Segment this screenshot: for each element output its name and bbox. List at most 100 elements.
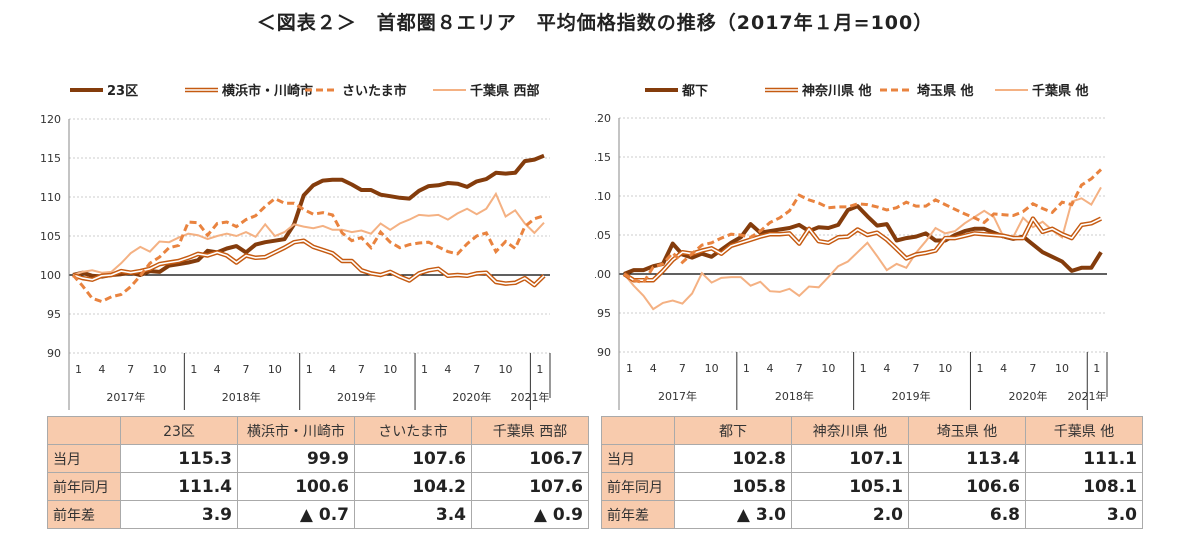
corner-cell: [601, 416, 675, 445]
value-cell: 106.6: [908, 472, 1026, 501]
y-tick-label: 95: [597, 307, 611, 320]
value-cell: 99.9: [237, 444, 355, 473]
figure-title: ＜図表２＞ 首都圏８エリア 平均価格指数の推移（2017年１月=100）: [256, 12, 934, 34]
table-header-row: 23区 横浜市・川崎市 さいたま市 千葉県 西部: [47, 416, 589, 445]
y-tick-label: 95: [47, 308, 61, 321]
legend-label: 横浜市・川崎市: [222, 83, 313, 99]
x-tick-label: 10: [1055, 362, 1069, 375]
value-cell: 107.6: [354, 444, 472, 473]
y-tick-label: 100: [595, 268, 611, 281]
series-line-2: [622, 216, 1102, 283]
value-cell: 107.6: [471, 472, 589, 501]
row-label: 当月: [601, 444, 675, 473]
y-tick-label: 110: [40, 191, 61, 204]
x-tick-label: 4: [444, 363, 451, 376]
x-tick-label: 10: [499, 363, 513, 376]
x-tick-label: 7: [243, 363, 250, 376]
column-header: 埼玉県 他: [908, 416, 1026, 445]
table-row: 前年差 ▲ 3.0 2.0 6.8 3.0: [601, 500, 1143, 529]
x-tick-label: 1: [743, 362, 750, 375]
x-tick-label: 7: [796, 362, 803, 375]
legend-label: 千葉県 西部: [470, 83, 540, 99]
table-row: 前年同月 111.4 100.6 104.2 107.6: [47, 472, 589, 501]
table-row: 当月 102.8 107.1 113.4 111.1: [601, 444, 1143, 473]
value-cell: 106.7: [471, 444, 589, 473]
column-header: 千葉県 他: [1025, 416, 1143, 445]
right-summary-table: 都下 神奈川県 他埼玉県 他千葉県 他当月 102.8 107.1 113.4 111.1…: [601, 416, 1143, 529]
x-tick-label: 7: [127, 363, 134, 376]
x-tick-label: 1: [626, 362, 633, 375]
year-label: 2017年: [658, 389, 697, 403]
value-cell: ▲ 0.7: [237, 500, 355, 529]
legend-label: 都下: [681, 83, 708, 99]
series-line-4: [623, 186, 1102, 311]
x-tick-label: 10: [705, 362, 719, 375]
y-tick-label: 105: [595, 229, 611, 242]
row-label: 前年差: [601, 500, 675, 529]
value-cell: 108.1: [1025, 472, 1143, 501]
x-tick-label: 7: [473, 363, 480, 376]
x-tick-label: 1: [860, 362, 867, 375]
y-tick-label: 110: [595, 190, 611, 203]
legend-label: さいたま市: [342, 83, 407, 99]
value-cell: 111.1: [1025, 444, 1143, 473]
value-cell: 105.8: [674, 472, 792, 501]
year-label: 2017年: [106, 390, 145, 404]
row-label: 前年差: [47, 500, 121, 529]
y-tick-label: 100: [40, 269, 61, 282]
value-cell: ▲ 3.0: [674, 500, 792, 529]
x-tick-label: 7: [1029, 362, 1036, 375]
table-row: 当月 115.3 99.9 107.6 106.7: [47, 444, 589, 473]
value-cell: 2.0: [791, 500, 909, 529]
column-header: 23区: [120, 416, 238, 445]
x-tick-label: 4: [883, 362, 890, 375]
value-cell: 102.8: [674, 444, 792, 473]
row-label: 当月: [47, 444, 121, 473]
series-line-2: [72, 238, 546, 288]
value-cell: 111.4: [120, 472, 238, 501]
y-tick-label: 120: [40, 113, 61, 126]
value-cell: 100.6: [237, 472, 355, 501]
year-label: 2021年: [511, 390, 550, 404]
x-tick-label: 10: [938, 362, 952, 375]
x-tick-label: 10: [268, 363, 282, 376]
series-line-4: [72, 191, 545, 276]
x-tick-label: 4: [214, 363, 221, 376]
year-label: 2020年: [1008, 389, 1047, 403]
legend-label: 23区: [107, 84, 138, 99]
value-cell: 3.0: [1025, 500, 1143, 529]
table-row: 前年差 3.9 ▲ 0.7 3.4 ▲ 0.9: [47, 500, 589, 529]
value-cell: 105.1: [791, 472, 909, 501]
table-header-row: 都下 神奈川県 他埼玉県 他千葉県 他: [601, 416, 1143, 445]
y-tick-label: 115: [40, 152, 61, 165]
series-line-1: [623, 204, 1103, 276]
x-tick-label: 1: [421, 363, 428, 376]
year-label: 2019年: [892, 389, 931, 403]
column-header: 横浜市・川崎市: [237, 416, 355, 445]
row-label: 前年同月: [601, 472, 675, 501]
x-tick-label: 1: [976, 362, 983, 375]
x-tick-label: 10: [821, 362, 835, 375]
x-tick-label: 1: [75, 363, 82, 376]
value-cell: 113.4: [908, 444, 1026, 473]
series-line-1: [72, 153, 545, 279]
x-tick-label: 4: [98, 363, 105, 376]
value-cell: 6.8: [908, 500, 1026, 529]
series-line-3: [71, 196, 545, 304]
legend-label: 神奈川県 他: [802, 83, 872, 99]
value-cell: 3.4: [354, 500, 472, 529]
x-tick-label: 4: [767, 362, 774, 375]
value-cell: 104.2: [354, 472, 472, 501]
series-line-2-inner: [72, 239, 545, 286]
year-label: 2018年: [222, 390, 261, 404]
x-tick-label: 1: [1093, 362, 1100, 375]
column-header: さいたま市: [354, 416, 472, 445]
row-label: 前年同月: [47, 472, 121, 501]
x-tick-label: 10: [153, 363, 167, 376]
x-tick-label: 1: [190, 363, 197, 376]
left-summary-table: 23区 横浜市・川崎市 さいたま市 千葉県 西部 当月 115.3 99.9 107.6 106…: [47, 416, 589, 529]
x-tick-label: 4: [329, 363, 336, 376]
series-line-2-inner: [623, 217, 1102, 281]
value-cell: ▲ 0.9: [471, 500, 589, 529]
